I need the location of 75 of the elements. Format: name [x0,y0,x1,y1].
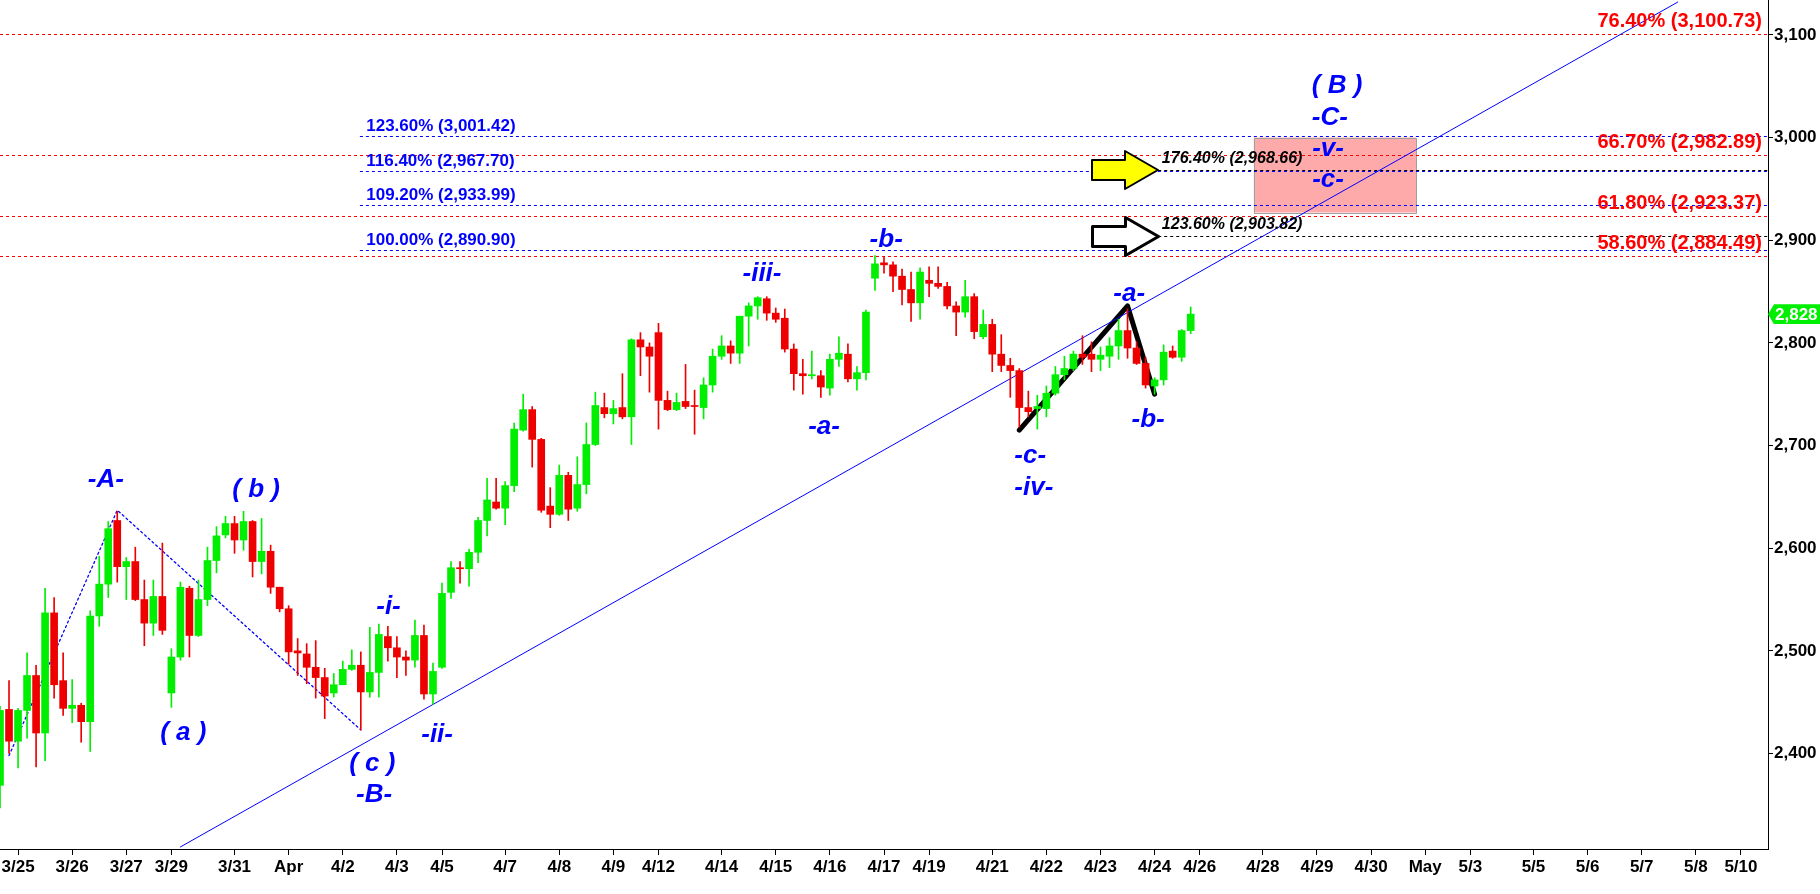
x-tick-label: 4/24 [1138,856,1172,876]
x-tick-label: 4/7 [493,856,517,876]
annotation: -A- [87,463,124,494]
x-tick-label: 4/30 [1354,856,1388,876]
x-tick-label: 4/23 [1083,856,1118,876]
y-tick-label: 2,500 [1774,640,1817,660]
x-tick-label: 4/22 [1029,856,1063,876]
x-tick-label: 5/10 [1724,856,1758,876]
ref-line-label: 176.40% (2,968.66) [1161,148,1303,166]
x-tick-label: 3/27 [109,856,143,876]
x-tick-label: Apr [274,856,304,876]
x-tick-label: 5/7 [1629,856,1654,876]
y-tick-label: 2,400 [1774,743,1817,763]
x-tick-label: 5/5 [1521,856,1546,876]
candlestick [68,679,76,724]
annotation: -c- [1014,438,1047,469]
x-tick-label: 4/29 [1300,856,1334,876]
annotation: -iii- [742,257,782,288]
x-tick-label: 4/5 [430,856,454,876]
annotation: ( a ) [160,716,207,747]
annotation: -b- [1131,402,1165,433]
candlestick [808,350,816,380]
y-tick-label: 2,900 [1774,229,1817,249]
annotation: -i- [376,589,401,620]
x-tick-label: 4/19 [912,856,946,876]
annotation: -b- [869,223,903,254]
candlestick [880,256,888,274]
ref-line-label: 58.60% (2,884.49) [1597,231,1762,254]
candlestick [952,301,960,337]
x-tick-label: 4/12 [641,856,676,876]
x-tick-label: 5/6 [1575,856,1600,876]
x-tick-label: 5/8 [1684,856,1708,876]
annotation: -iv- [1014,470,1054,501]
ref-line-label: 100.00% (2,890.90) [366,229,516,249]
candlestick [122,557,131,600]
ref-line-label: 109.20% (2,933.99) [366,185,516,205]
x-tick-label: 4/14 [705,856,739,876]
annotation: -C- [1311,101,1348,132]
ref-line-label: 123.60% (3,001.42) [366,116,516,136]
y-tick-label: 2,700 [1774,435,1817,455]
x-tick-label: 4/17 [867,856,901,876]
ref-line-label: 116.40% (2,967.70) [366,150,515,170]
annotation: -a- [808,410,840,441]
ref-line-label: 61.80% (2,923.37) [1597,191,1762,214]
candlestick [456,561,464,584]
x-tick-label: 4/2 [330,856,355,876]
annotation: -ii- [421,718,453,749]
x-tick-label: 3/26 [55,856,89,876]
annotation: -c- [1312,162,1344,193]
y-tick-label: 3,000 [1774,127,1817,147]
y-tick-label: 3,100 [1774,24,1817,44]
x-tick-label: 4/8 [547,856,572,876]
x-tick-label: 4/26 [1183,856,1217,876]
y-tick-label: 2,600 [1774,537,1817,557]
x-tick-label: 4/16 [813,856,847,876]
x-tick-label: 3/29 [154,856,188,876]
ref-line-label: 66.70% (2,982.89) [1597,130,1762,153]
annotation: ( b ) [232,472,281,503]
x-tick-label: 4/15 [759,856,793,876]
x-tick-label: 4/9 [601,856,626,876]
x-tick-label: 5/3 [1458,856,1483,876]
annotation: ( B ) [1311,69,1363,100]
x-tick-label: 4/3 [385,856,409,876]
annotation: -a- [1113,276,1146,307]
x-tick-label: 3/25 [1,856,35,876]
candlestick [492,478,500,510]
annotation: -B- [356,777,393,808]
x-tick-label: May [1408,856,1443,876]
annotation: ( c ) [349,746,396,777]
x-tick-label: 3/31 [217,856,252,876]
text: 2,828 [1768,304,1820,325]
y-tick-label: 2,800 [1774,332,1817,352]
annotation: -v- [1312,131,1344,162]
x-tick-label: 4/28 [1246,856,1280,876]
x-tick-label: 4/21 [975,856,1009,876]
